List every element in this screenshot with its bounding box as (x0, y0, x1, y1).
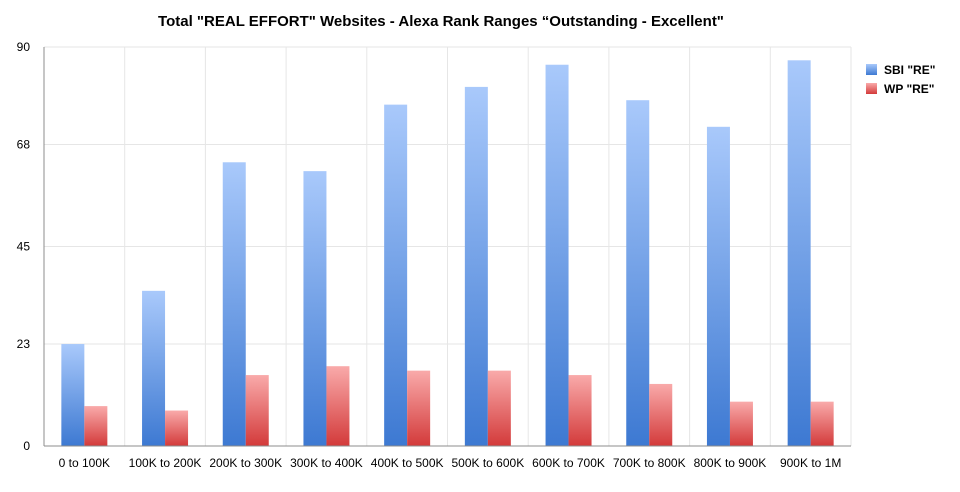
bar-wp (649, 383, 673, 446)
x-tick-label: 500K to 600K (451, 456, 524, 470)
x-tick-label: 800K to 900K (694, 456, 767, 470)
bar-sbi (787, 60, 811, 447)
bar-wp (245, 375, 269, 446)
x-tick-label: 700K to 800K (613, 456, 686, 470)
bar-sbi (61, 344, 85, 446)
legend-swatch (866, 64, 877, 75)
bar-wp (568, 375, 592, 446)
y-tick-label: 45 (17, 240, 31, 254)
bar-sbi (626, 100, 650, 446)
bar-wp (407, 370, 431, 446)
legend-swatch (866, 83, 877, 94)
bar-wp (729, 401, 753, 446)
x-tick-label: 300K to 400K (290, 456, 363, 470)
axes: 0 23 45 68 90 0 to 100K 100K to 200K 200K to 30… (17, 40, 851, 470)
x-tick-label: 900K to 1M (780, 456, 841, 470)
bar-sbi (222, 162, 246, 446)
bar-sbi (142, 290, 166, 446)
legend-label: WP "RE" (884, 82, 935, 96)
legend-label: SBI "RE" (884, 63, 935, 77)
bar-sbi (706, 126, 730, 447)
x-tick-label: 100K to 200K (129, 456, 202, 470)
y-tick-label: 68 (17, 138, 31, 152)
bars (61, 60, 834, 447)
bar-wp (810, 401, 834, 446)
x-tick-label: 400K to 500K (371, 456, 444, 470)
bar-sbi (545, 64, 569, 446)
bar-wp (487, 370, 511, 446)
bar-sbi (384, 104, 408, 446)
y-tick-label: 90 (17, 40, 31, 54)
x-tick-label: 600K to 700K (532, 456, 605, 470)
y-tick-label: 0 (23, 439, 30, 453)
bar-wp (84, 406, 108, 446)
y-tick-label: 23 (17, 337, 31, 351)
bar-wp (326, 366, 350, 446)
bar-sbi (464, 86, 488, 447)
chart-title: Total "REAL EFFORT" Websites - Alexa Ran… (158, 13, 724, 30)
grid (43, 46, 852, 446)
x-tick-label: 0 to 100K (59, 456, 110, 470)
x-tick-label: 200K to 300K (209, 456, 282, 470)
bar-sbi (303, 171, 327, 446)
bar-wp (165, 410, 189, 446)
legend: SBI "RE" WP "RE" (866, 63, 935, 96)
